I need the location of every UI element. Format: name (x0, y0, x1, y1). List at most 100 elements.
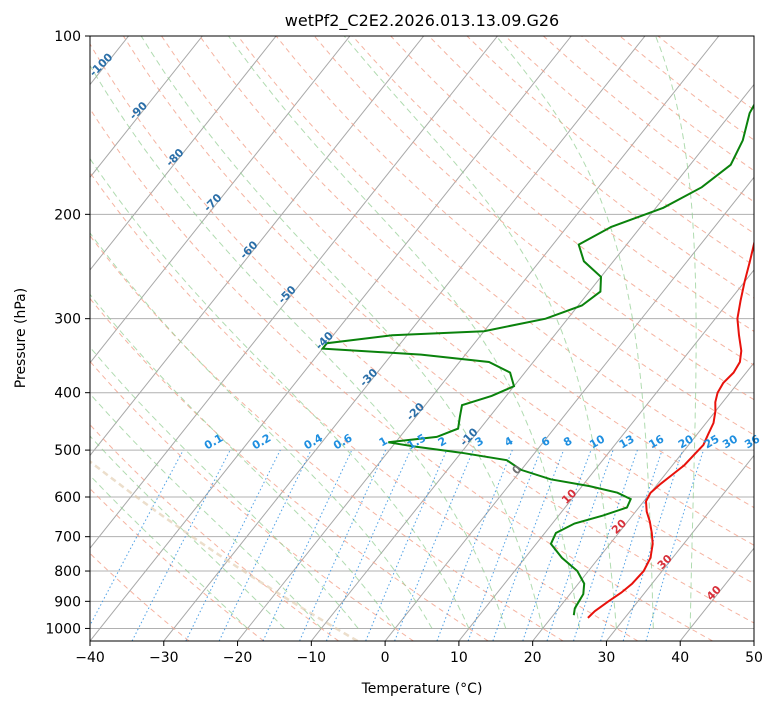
mixing-ratio-label: 20 (676, 432, 696, 451)
chart-title: wetPf2_C2E2.2026.013.13.09.G26 (285, 11, 559, 31)
mixing-ratio-line (522, 449, 592, 641)
isotherm-label: -100 (87, 50, 116, 79)
isotherm-line (90, 36, 498, 550)
isotherm-label: -60 (237, 238, 260, 261)
isotherm-line (237, 36, 720, 641)
series-layer (320, 103, 754, 619)
mixing-ratio-label: 36 (742, 432, 762, 451)
mixing-ratio-line (622, 449, 684, 641)
x-axis-title: Temperature (°C) (361, 681, 483, 697)
dry-adiabat-line (90, 171, 639, 641)
mixing-ratio-line (492, 449, 565, 641)
isotherm-label: -90 (127, 99, 150, 122)
dry-adiabat-line (90, 107, 713, 641)
mixing-ratio-label: 4 (502, 434, 515, 449)
mixing-ratio-label: 0.1 (202, 431, 225, 452)
isotherm-label: -80 (163, 146, 186, 169)
mixing-ratio-label: 16 (646, 432, 666, 451)
moist-adiabat-line (90, 293, 396, 629)
moist-adiabat-line (228, 36, 580, 629)
x-tick-label: 30 (598, 650, 616, 666)
dewpoint-profile-line (320, 103, 754, 616)
y-tick-label: 800 (54, 564, 81, 580)
mixing-ratio-line (394, 449, 474, 641)
mixing-ratio-line (131, 449, 231, 641)
dry-adiabat-line (199, 36, 754, 509)
x-tick-label: 40 (671, 650, 689, 666)
y-tick-label: 500 (54, 443, 81, 459)
dry-adiabat-line (657, 36, 754, 111)
dry-adiabat-line (466, 36, 754, 267)
dry-adiabat-line (390, 36, 754, 332)
mixing-ratio-label: 0.2 (250, 431, 273, 452)
dry-adiabat-line (122, 36, 754, 585)
x-tick-label: −20 (223, 650, 253, 666)
dry-adiabat-line (352, 36, 754, 366)
mixing-ratio-label: 1.5 (405, 431, 428, 452)
moist-adiabat-line (90, 435, 285, 629)
mixing-ratio-label: 6 (539, 434, 552, 449)
mixing-ratio-line (573, 449, 638, 641)
x-tick-label: −30 (149, 650, 179, 666)
isotherm-line (163, 36, 646, 641)
x-tick-label: 20 (524, 650, 542, 666)
mixing-ratio-label: 13 (617, 432, 637, 451)
temperature-profile-line (587, 239, 754, 619)
y-tick-label: 600 (54, 490, 81, 506)
isotherm-line (90, 36, 203, 179)
y-tick-label: 400 (54, 386, 81, 402)
mixing-ratio-label: 30 (720, 432, 740, 451)
mixing-ratio-label: 25 (702, 432, 722, 451)
mixing-ratio-line (645, 449, 704, 641)
isotherm-line (310, 83, 754, 641)
y-tick-label: 700 (54, 530, 81, 546)
dry-adiabat-line (90, 487, 265, 641)
isotherm-line (458, 269, 754, 641)
moist-adiabat-line (90, 64, 507, 629)
moist-adiabat-line (90, 474, 248, 629)
mixing-ratio-line (299, 449, 387, 641)
moist-adiabat-line (140, 36, 544, 629)
dry-adiabat-line (90, 423, 339, 641)
mixing-ratio-label: 10 (587, 432, 607, 451)
y-tick-label: 300 (54, 312, 81, 328)
isotherm-label: -30 (357, 366, 380, 389)
dry-adiabat-line (619, 36, 754, 141)
reference-curve (90, 459, 359, 641)
mixing-ratio-label: 0.6 (331, 431, 355, 452)
moist-adiabat-line (343, 36, 617, 629)
isotherm-line (90, 36, 572, 641)
isotherm-label: -20 (404, 400, 427, 423)
axes: −40 −30 −20 −10 0 10 20 30 40 5010020030040050060… (45, 29, 763, 666)
isotherm-line (532, 361, 754, 641)
dry-adiabat-line (90, 43, 754, 624)
mixing-ratio-line (467, 449, 542, 641)
isotherm-line (90, 36, 277, 271)
moist-adiabat-line (495, 36, 654, 629)
mixing-ratio-line (90, 449, 184, 627)
moist-adiabat-line (90, 157, 470, 629)
dry-adiabat-line (90, 552, 190, 641)
warm-isotherm-label: 40 (704, 583, 724, 603)
moist-adiabat-line (90, 232, 433, 629)
mixing-ratio-line (262, 449, 353, 641)
background-lines (90, 36, 754, 641)
x-tick-label: 0 (381, 650, 390, 666)
mixing-ratio-label: 8 (561, 434, 574, 449)
dry-adiabat-line (90, 360, 414, 641)
mixing-ratio-label: 2 (436, 434, 449, 449)
mixing-ratio-line (600, 449, 663, 641)
y-tick-label: 200 (54, 207, 81, 223)
mixing-ratio-line (365, 449, 448, 641)
x-tick-label: 10 (450, 650, 468, 666)
mixing-ratio-label: 0.4 (302, 431, 326, 452)
mixing-ratio-line (546, 449, 614, 641)
mixing-ratio-line (325, 449, 411, 641)
isotherm-label: -50 (276, 283, 299, 306)
dry-adiabat-line (90, 297, 489, 641)
x-tick-label: 50 (745, 650, 763, 666)
mixing-ratio-label: 1 (377, 434, 390, 449)
warm-isotherm-label: 20 (609, 516, 629, 536)
y-tick-label: 100 (54, 29, 81, 45)
